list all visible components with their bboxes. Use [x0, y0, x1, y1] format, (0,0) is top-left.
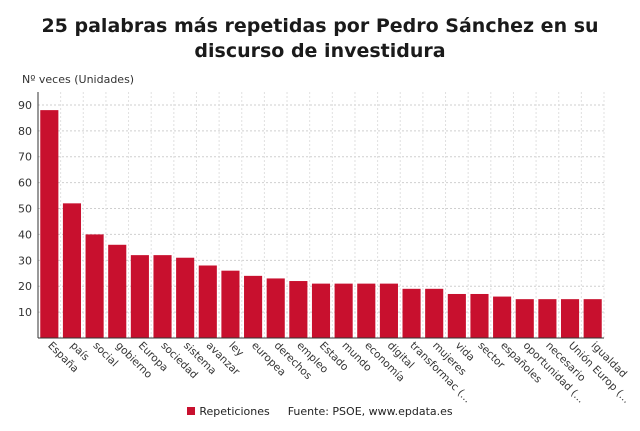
bar	[560, 299, 580, 338]
bar	[289, 281, 308, 338]
bar	[402, 288, 421, 338]
bar	[108, 244, 127, 338]
y-tick-label: 20	[18, 280, 32, 293]
bars	[40, 110, 602, 338]
y-tick-labels: 10 20 30 40 50 60 70 80 90	[18, 99, 32, 319]
axes	[37, 92, 604, 339]
bar	[357, 283, 376, 338]
bar	[583, 299, 602, 338]
legend-series-label: Repeticiones	[199, 405, 270, 418]
bar	[221, 270, 240, 338]
bar	[425, 288, 444, 338]
bar	[85, 234, 104, 338]
bar	[447, 293, 466, 338]
chart-title: 25 palabras más repetidas por Pedro Sánc…	[41, 15, 599, 62]
bar	[62, 203, 82, 338]
bar	[176, 257, 195, 338]
x-tick-labels: EspañapaíssocialgobiernoEuropasociedadsi…	[45, 340, 632, 406]
x-tick-label: social	[90, 340, 120, 370]
bar	[198, 265, 217, 338]
bar	[244, 275, 263, 338]
bar	[153, 255, 172, 338]
bar	[334, 283, 353, 338]
y-tick-label: 40	[18, 228, 32, 241]
legend: Repeticiones Fuente: PSOE, www.epdata.es	[0, 405, 640, 418]
y-tick-label: 60	[18, 177, 32, 190]
bar	[130, 255, 149, 338]
y-tick-label: 10	[18, 306, 32, 319]
bar	[515, 299, 534, 338]
y-tick-label: 90	[18, 99, 32, 112]
bar	[379, 283, 398, 338]
y-tick-label: 30	[18, 254, 32, 267]
y-tick-label: 70	[18, 151, 32, 164]
bar	[493, 296, 512, 338]
source-note: Fuente: PSOE, www.epdata.es	[287, 405, 453, 418]
y-tick-label: 50	[18, 203, 32, 216]
bar	[266, 278, 285, 338]
legend-swatch	[187, 407, 196, 415]
bar	[40, 110, 59, 338]
bar	[470, 293, 489, 338]
y-axis-label: Nº veces (Unidades)	[22, 73, 135, 86]
bar	[311, 283, 331, 338]
y-tick-label: 80	[18, 125, 32, 138]
bar	[538, 299, 557, 338]
